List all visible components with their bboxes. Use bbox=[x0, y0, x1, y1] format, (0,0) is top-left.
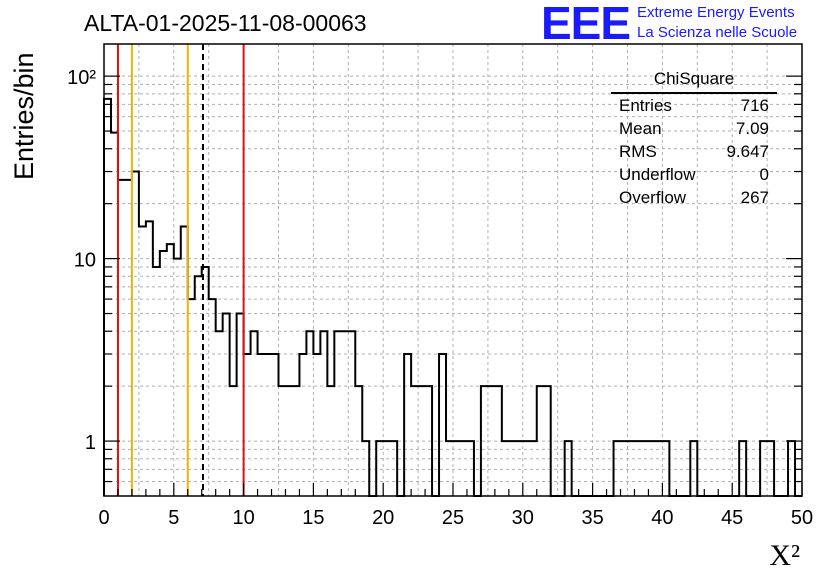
chart-title: ALTA-01-2025-11-08-00063 bbox=[84, 10, 367, 36]
stats-value: 9.647 bbox=[726, 142, 769, 161]
x-tick-label: 20 bbox=[372, 507, 394, 529]
x-tick-label: 10 bbox=[232, 507, 254, 529]
y-tick-label: 1 bbox=[85, 432, 96, 454]
x-tick-label: 15 bbox=[302, 507, 324, 529]
stats-value: 267 bbox=[740, 188, 769, 207]
y-tick-label: 10² bbox=[67, 67, 96, 89]
stats-label: RMS bbox=[619, 142, 657, 161]
x-tick-label: 25 bbox=[442, 507, 464, 529]
eee-logo: EEE bbox=[541, 0, 631, 49]
stats-label: Entries bbox=[619, 96, 672, 115]
x-tick-label: 30 bbox=[512, 507, 534, 529]
stats-value: 0 bbox=[759, 165, 769, 184]
grid-layer bbox=[104, 44, 802, 496]
stats-label: Overflow bbox=[619, 188, 687, 207]
logo-line-1: Extreme Energy Events bbox=[637, 4, 795, 21]
x-axis-label: X² bbox=[769, 539, 800, 572]
ticks-layer bbox=[103, 75, 803, 496]
y-axis-label: Entries/bin bbox=[9, 52, 39, 180]
stats-row-rms: RMS 9.647 bbox=[611, 140, 777, 163]
stats-row-mean: Mean 7.09 bbox=[611, 117, 777, 140]
stats-row-entries: Entries 716 bbox=[611, 94, 777, 117]
stats-row-underflow: Underflow 0 bbox=[611, 163, 777, 186]
stats-value: 716 bbox=[740, 96, 769, 115]
stats-value: 7.09 bbox=[735, 119, 769, 138]
x-tick-label: 50 bbox=[791, 507, 813, 529]
reference-lines-layer bbox=[116, 44, 245, 496]
x-tick-label: 5 bbox=[168, 507, 179, 529]
stats-box: ChiSquare Entries 716 Mean 7.09 RMS 9.647 U… bbox=[611, 68, 777, 209]
stats-label: Underflow bbox=[619, 165, 696, 184]
x-tick-label: 0 bbox=[98, 507, 109, 529]
stats-title: ChiSquare bbox=[611, 68, 777, 94]
tick-labels-layer: 0 5 10 15 20 25 30 35 40 45 50 1 10 10² bbox=[67, 67, 813, 529]
x-tick-label: 40 bbox=[651, 507, 673, 529]
stats-label: Mean bbox=[619, 119, 662, 138]
stats-row-overflow: Overflow 267 bbox=[611, 186, 777, 209]
y-tick-label: 10 bbox=[74, 250, 96, 272]
x-tick-label: 45 bbox=[721, 507, 743, 529]
logo-line-2: La Scienza nelle Scuole bbox=[637, 24, 798, 41]
x-tick-label: 35 bbox=[581, 507, 603, 529]
